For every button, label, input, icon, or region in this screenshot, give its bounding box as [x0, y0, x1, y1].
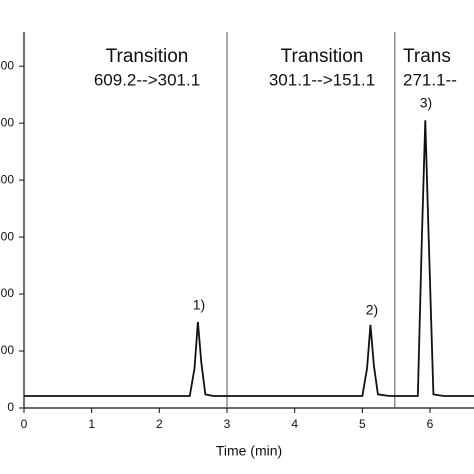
x-axis-label: Time (min)	[216, 443, 282, 459]
x-tick-label: 5	[359, 417, 366, 431]
y-tick-label: 200	[0, 286, 14, 300]
y-tick-label: 500	[0, 115, 14, 129]
y-tick-label: 400	[0, 172, 14, 186]
transition-title: Transition	[106, 46, 189, 67]
y-tick-label: 300	[0, 229, 14, 243]
x-tick-label: 2	[156, 417, 163, 431]
y-tick-label: 600	[0, 58, 14, 72]
peak-label: 2)	[366, 302, 378, 318]
y-tick-label: 0	[7, 400, 14, 414]
transition-title: Transition	[281, 46, 364, 67]
peak-label: 1)	[193, 297, 205, 313]
x-tick-label: 6	[427, 417, 434, 431]
transition-label: 271.1--	[403, 70, 457, 89]
peak-label: 3)	[420, 95, 432, 111]
transition-label: 609.2-->301.1	[94, 70, 200, 89]
y-tick-label: 100	[0, 343, 14, 357]
chromatogram-line	[24, 120, 474, 397]
x-tick-label: 3	[224, 417, 231, 431]
x-tick-label: 4	[291, 417, 298, 431]
transition-label: 301.1-->151.1	[269, 70, 375, 89]
x-tick-label: 1	[88, 417, 95, 431]
transition-title: Trans	[403, 46, 451, 67]
x-tick-label: 0	[21, 417, 28, 431]
